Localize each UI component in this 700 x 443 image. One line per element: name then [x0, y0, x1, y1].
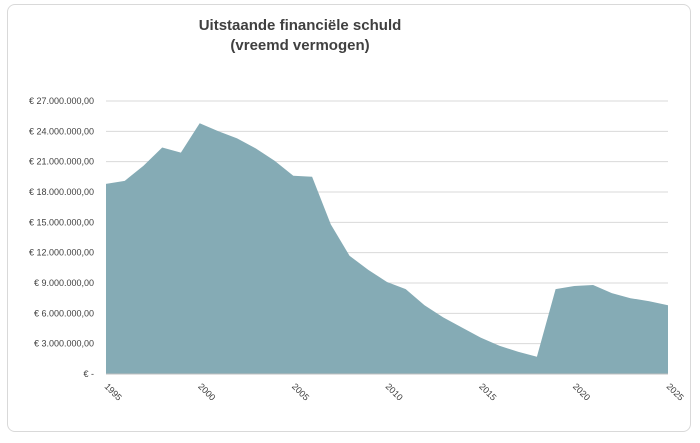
x-tick-label: 2020 [571, 381, 592, 402]
y-tick-label: € 27.000.000,00 [29, 96, 94, 106]
chart-title: Uitstaande financiële schuld (vreemd ver… [185, 16, 415, 56]
y-tick-label: € 21.000.000,00 [29, 157, 94, 167]
area-series [106, 123, 668, 374]
y-tick-label: € 18.000.000,00 [29, 187, 94, 197]
y-tick-label: € 15.000.000,00 [29, 217, 94, 227]
y-tick-label: € 24.000.000,00 [29, 126, 94, 136]
x-tick-label: 1995 [103, 381, 124, 402]
y-axis: € - € 3.000.000,00 € 6.000.000,00 € 9.000.0… [29, 96, 94, 379]
y-tick-label: € 9.000.000,00 [34, 278, 94, 288]
x-tick-label: 2015 [477, 381, 498, 402]
y-tick-label: € 12.000.000,00 [29, 248, 94, 258]
chart-title-line-1: Uitstaande financiële schuld [198, 17, 402, 34]
y-tick-label: € 3.000.000,00 [34, 339, 94, 349]
x-tick-label: 2005 [290, 381, 311, 402]
y-tick-label: € - [83, 369, 94, 379]
chart-title-line-2: (vreemd vermogen) [230, 37, 370, 54]
x-tick-label: 2025 [665, 381, 686, 402]
area-fill [106, 123, 668, 374]
x-axis: 1995 2000 2005 2010 2015 2020 2025 [103, 373, 686, 403]
x-tick-label: 2000 [196, 381, 217, 402]
y-tick-label: € 6.000.000,00 [34, 308, 94, 318]
x-tick-label: 2010 [384, 381, 405, 402]
